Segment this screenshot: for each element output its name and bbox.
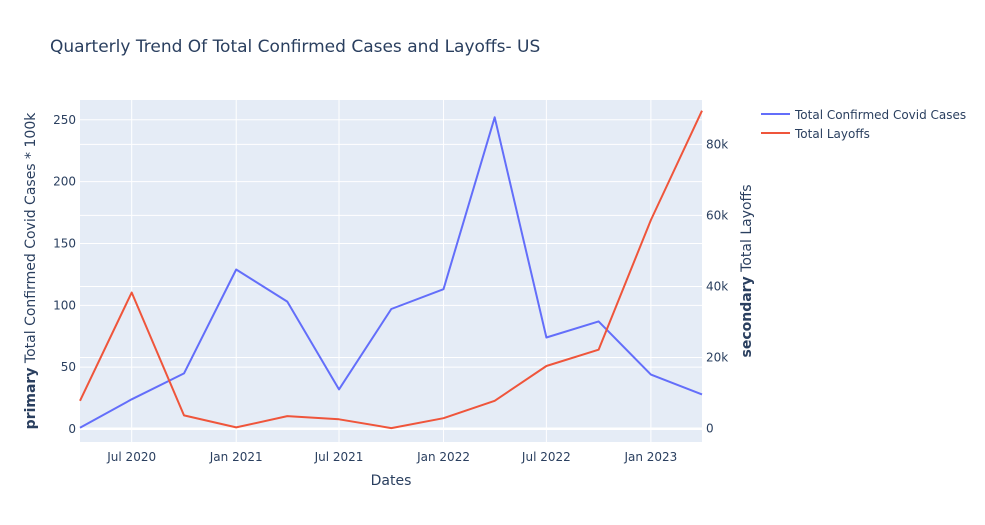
x-tick-label: Jul 2021 bbox=[314, 450, 364, 464]
y2-tick-label: 60k bbox=[706, 208, 728, 222]
y-tick-label: 150 bbox=[53, 236, 76, 250]
y-axis-title-bold: primary bbox=[23, 368, 39, 430]
x-tick-label: Jan 2021 bbox=[209, 450, 263, 464]
x-tick-label: Jul 2020 bbox=[106, 450, 156, 464]
x-tick-label: Jan 2023 bbox=[623, 450, 677, 464]
y2-tick-label: 20k bbox=[706, 350, 728, 364]
y-axis-title-text: Total Confirmed Covid Cases * 100k bbox=[23, 112, 39, 364]
y-tick-label: 100 bbox=[53, 298, 76, 312]
plot-area bbox=[80, 100, 702, 442]
y2-tick-label: 0 bbox=[706, 422, 714, 436]
y2-tick-label: 40k bbox=[706, 279, 728, 293]
y-tick-label: 250 bbox=[53, 113, 76, 127]
legend-item-layoffs[interactable]: Total Layoffs bbox=[761, 127, 870, 141]
legend-label-cases: Total Confirmed Covid Cases bbox=[794, 108, 966, 122]
chart-title: Quarterly Trend Of Total Confirmed Cases… bbox=[50, 37, 540, 57]
series-line-cases bbox=[79, 116, 703, 429]
y2-axis-title-bold: secondary bbox=[739, 276, 755, 357]
x-tick-label: Jul 2022 bbox=[521, 450, 571, 464]
x-tick-label: Jan 2022 bbox=[416, 450, 470, 464]
legend-label-layoffs: Total Layoffs bbox=[794, 127, 870, 141]
y-tick-label: 50 bbox=[61, 360, 76, 374]
y-tick-label: 0 bbox=[68, 422, 76, 436]
series-line-layoffs bbox=[79, 110, 703, 430]
y2-tick-label: 80k bbox=[706, 137, 728, 151]
y2-axis-title-text: Total Layoffs bbox=[739, 185, 755, 273]
y-axis-title: primary Total Confirmed Covid Cases * 10… bbox=[23, 112, 39, 430]
x-axis-title: Dates bbox=[371, 473, 412, 489]
y2-axis-title: secondary Total Layoffs bbox=[739, 185, 755, 358]
legend: Total Confirmed Covid Cases Total Layoff… bbox=[761, 108, 966, 141]
y-tick-label: 200 bbox=[53, 175, 76, 189]
legend-item-cases[interactable]: Total Confirmed Covid Cases bbox=[761, 108, 966, 122]
